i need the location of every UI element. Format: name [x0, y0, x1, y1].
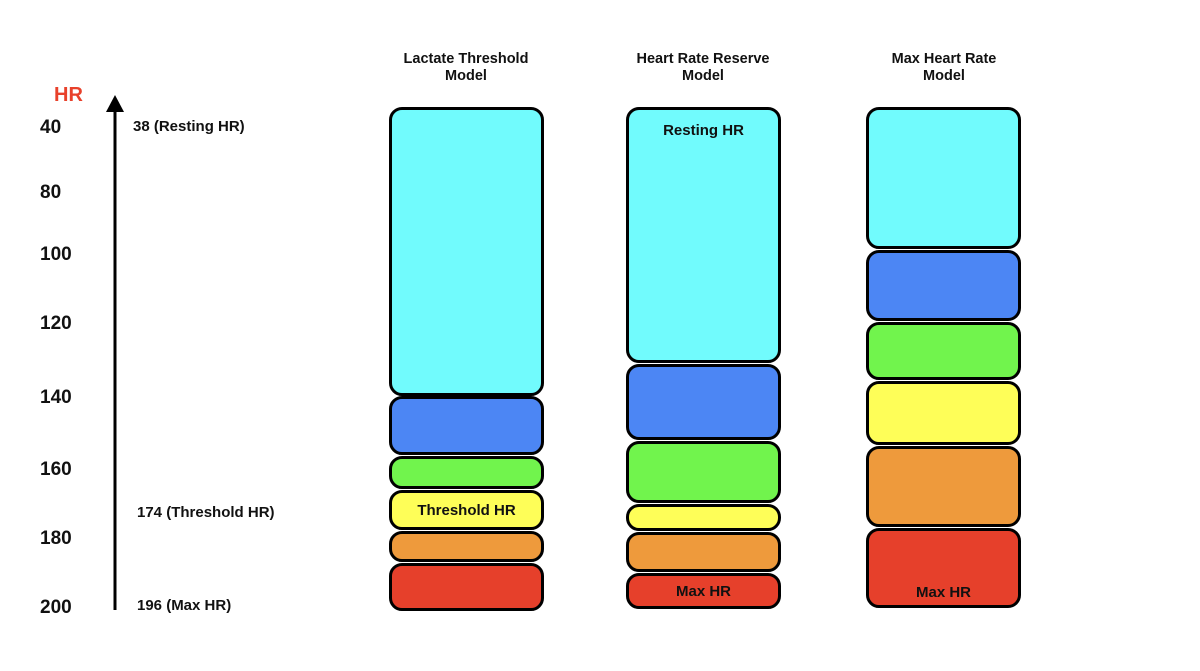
mhr-zone-3: [866, 322, 1021, 380]
hrr-zone-3: [626, 441, 781, 503]
tick-label: 120: [40, 313, 72, 334]
threshold-hr-annotation: 174 (Threshold HR): [137, 504, 275, 521]
title-line: Model: [445, 68, 487, 84]
tick-label: 140: [40, 387, 72, 408]
zone-label: Max HR: [675, 582, 731, 600]
tick-label: 80: [40, 182, 62, 203]
title-line: Heart Rate Reserve: [636, 51, 770, 67]
hrr-zone-4: [626, 504, 781, 531]
lt-zone-4: Threshold HR: [389, 490, 544, 530]
resting-hr-annotation: 38 (Resting HR): [133, 118, 245, 135]
max-hr-annotation: 196 (Max HR): [137, 597, 232, 614]
lt-zone-2: [389, 396, 544, 455]
axis-title: HR: [54, 84, 83, 106]
lt-zone-3: [389, 456, 544, 489]
zone-label: Max HR: [915, 584, 971, 601]
tick-label: 180: [40, 528, 72, 549]
title-line: Lactate Threshold: [403, 51, 529, 67]
axis-arrow: [106, 95, 124, 610]
tick-label: 200: [40, 597, 72, 618]
lactate-threshold-model-title: Lactate Threshold Model: [371, 51, 561, 85]
tick-label: 160: [40, 459, 72, 480]
mhr-zone-2: [866, 250, 1021, 321]
mhr-zone-6: Max HR: [866, 528, 1021, 608]
title-line: Model: [682, 68, 724, 84]
lt-zone-5: [389, 531, 544, 562]
title-line: Max Heart Rate: [891, 51, 997, 67]
hrr-zone-1: Resting HR: [626, 107, 781, 363]
zone-label: Threshold HR: [417, 501, 516, 519]
lt-zone-6: [389, 563, 544, 611]
mhr-zone-4: [866, 381, 1021, 445]
lt-zone-1: [389, 107, 544, 396]
tick-label: 100: [40, 244, 72, 265]
mhr-zone-5: [866, 446, 1021, 527]
heart-rate-reserve-model-title: Heart Rate Reserve Model: [608, 51, 798, 85]
zone-label: Resting HR: [663, 122, 744, 139]
hrr-zone-6: Max HR: [626, 573, 781, 609]
hrr-zone-2: [626, 364, 781, 440]
title-line: Model: [923, 68, 965, 84]
max-heart-rate-model-title: Max Heart Rate Model: [849, 51, 1039, 85]
hrr-zone-5: [626, 532, 781, 572]
mhr-zone-1: [866, 107, 1021, 249]
tick-label: 40: [40, 117, 62, 138]
